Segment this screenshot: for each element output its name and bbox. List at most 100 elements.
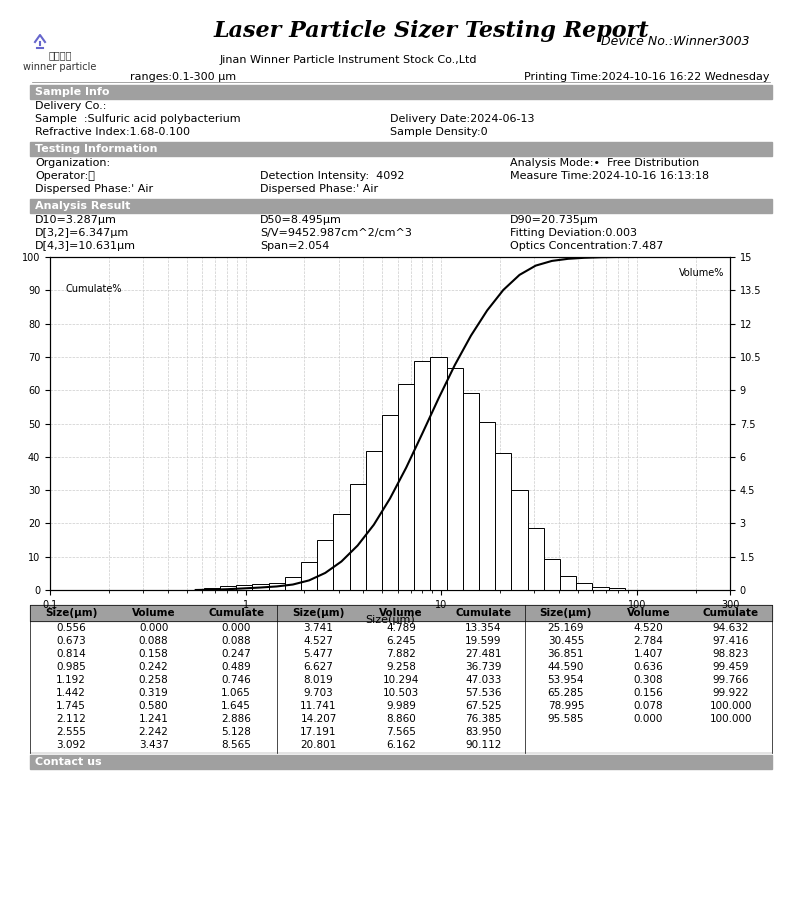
Text: Cumulate: Cumulate — [208, 608, 264, 618]
Text: 6.245: 6.245 — [386, 636, 416, 646]
Text: 7.565: 7.565 — [386, 727, 416, 737]
Bar — [528, 528, 544, 590]
Text: Sample  :Sulfuric acid polybacterium: Sample :Sulfuric acid polybacterium — [35, 114, 241, 124]
Text: Size(μm): Size(μm) — [540, 608, 592, 618]
Bar — [479, 422, 496, 590]
Text: 0.985: 0.985 — [56, 662, 86, 672]
Text: 0.746: 0.746 — [221, 675, 251, 685]
Text: Analysis Result: Analysis Result — [35, 201, 131, 211]
Text: Testing Information: Testing Information — [35, 144, 157, 154]
X-axis label: Size(μm): Size(μm) — [365, 616, 415, 625]
Text: 36.851: 36.851 — [548, 649, 584, 659]
Bar — [204, 588, 220, 590]
Text: 99.766: 99.766 — [712, 675, 749, 685]
Text: 9.703: 9.703 — [304, 688, 334, 698]
Bar — [609, 589, 625, 590]
Text: 0.308: 0.308 — [634, 675, 663, 685]
Text: 0.247: 0.247 — [221, 649, 251, 659]
Text: 7.882: 7.882 — [386, 649, 416, 659]
Text: 1.407: 1.407 — [634, 649, 663, 659]
Text: 90.112: 90.112 — [465, 740, 501, 750]
Text: Volume%: Volume% — [678, 268, 724, 278]
Text: Analysis Mode:•  Free Distribution: Analysis Mode:• Free Distribution — [510, 158, 699, 168]
Bar — [496, 454, 512, 590]
Text: 9.989: 9.989 — [386, 701, 416, 711]
Text: Cumulate: Cumulate — [703, 608, 759, 618]
Text: 14.207: 14.207 — [301, 714, 337, 724]
Text: 4.527: 4.527 — [304, 636, 334, 646]
Text: 97.416: 97.416 — [712, 636, 749, 646]
Text: 17.191: 17.191 — [300, 727, 337, 737]
Text: 2.886: 2.886 — [221, 714, 251, 724]
Text: 53.954: 53.954 — [548, 675, 584, 685]
Text: 8.565: 8.565 — [221, 740, 251, 750]
Text: D[3,2]=6.347μm: D[3,2]=6.347μm — [35, 228, 129, 238]
Text: 1.645: 1.645 — [221, 701, 251, 711]
Text: Volume: Volume — [626, 608, 670, 618]
Text: D50=8.495μm: D50=8.495μm — [260, 215, 342, 225]
Bar — [382, 415, 398, 590]
Text: 0.078: 0.078 — [634, 701, 663, 711]
Text: Sample Density:0: Sample Density:0 — [390, 127, 488, 137]
Text: 47.033: 47.033 — [465, 675, 501, 685]
Text: 76.385: 76.385 — [465, 714, 502, 724]
Text: 微纳颗粒
winner particle: 微纳颗粒 winner particle — [23, 50, 97, 72]
Bar — [269, 583, 285, 590]
Text: 83.950: 83.950 — [465, 727, 501, 737]
Text: 0.580: 0.580 — [139, 701, 168, 711]
Text: Cumulate%: Cumulate% — [66, 284, 122, 293]
Text: S/V=9452.987cm^2/cm^3: S/V=9452.987cm^2/cm^3 — [260, 228, 412, 238]
Text: 5.477: 5.477 — [304, 649, 334, 659]
Text: Contact us: Contact us — [35, 757, 102, 767]
Text: Jinan Winner Particle Instrument Stock Co.,Ltd: Jinan Winner Particle Instrument Stock C… — [220, 55, 477, 65]
Text: 25.169: 25.169 — [548, 623, 584, 633]
Text: Fitting Deviation:0.003: Fitting Deviation:0.003 — [510, 228, 637, 238]
Bar — [512, 490, 528, 590]
Text: 4.520: 4.520 — [634, 623, 663, 633]
Text: 99.922: 99.922 — [712, 688, 749, 698]
Text: 0.242: 0.242 — [139, 662, 168, 672]
Text: 100.000: 100.000 — [710, 701, 752, 711]
Text: 36.739: 36.739 — [465, 662, 502, 672]
Text: 0.000: 0.000 — [139, 623, 168, 633]
Text: 10.294: 10.294 — [383, 675, 419, 685]
Text: 94.632: 94.632 — [712, 623, 749, 633]
Text: Laser Particle Sizer Testing Report: Laser Particle Sizer Testing Report — [213, 20, 649, 42]
Text: 1.065: 1.065 — [221, 688, 251, 698]
Text: 0.158: 0.158 — [139, 649, 168, 659]
Text: 0.088: 0.088 — [139, 636, 168, 646]
Text: 0.258: 0.258 — [139, 675, 168, 685]
Text: ranges:0.1-300 μm: ranges:0.1-300 μm — [130, 72, 236, 82]
Text: 8.860: 8.860 — [386, 714, 416, 724]
Text: 0.319: 0.319 — [139, 688, 168, 698]
Text: 2.555: 2.555 — [56, 727, 86, 737]
Text: Measure Time:2024-10-16 16:13:18: Measure Time:2024-10-16 16:13:18 — [510, 171, 709, 181]
Text: D90=20.735μm: D90=20.735μm — [510, 215, 599, 225]
Text: 78.995: 78.995 — [548, 701, 584, 711]
Text: Size(μm): Size(μm) — [45, 608, 97, 618]
Bar — [236, 585, 253, 590]
Text: Sample Info: Sample Info — [35, 87, 110, 97]
Text: 10.503: 10.503 — [383, 688, 419, 698]
Text: 27.481: 27.481 — [465, 649, 502, 659]
Bar — [317, 540, 334, 590]
Text: 9.258: 9.258 — [386, 662, 416, 672]
Text: 44.590: 44.590 — [548, 662, 584, 672]
Text: 2.242: 2.242 — [139, 727, 168, 737]
Bar — [431, 356, 447, 590]
Text: Operator:张: Operator:张 — [35, 171, 95, 181]
Bar — [334, 514, 350, 590]
Text: 0.000: 0.000 — [221, 623, 251, 633]
Text: 0.088: 0.088 — [221, 636, 251, 646]
Text: 19.599: 19.599 — [465, 636, 502, 646]
Text: Size(μm): Size(μm) — [293, 608, 345, 618]
Text: 67.525: 67.525 — [465, 701, 502, 711]
Text: Delivery Co.:: Delivery Co.: — [35, 101, 107, 111]
Text: 8.019: 8.019 — [304, 675, 334, 685]
Bar — [593, 587, 609, 590]
Text: 5.128: 5.128 — [221, 727, 251, 737]
Bar — [30, 605, 772, 621]
Text: Organization:: Organization: — [35, 158, 110, 168]
Text: 98.823: 98.823 — [712, 649, 749, 659]
Bar — [220, 587, 236, 590]
